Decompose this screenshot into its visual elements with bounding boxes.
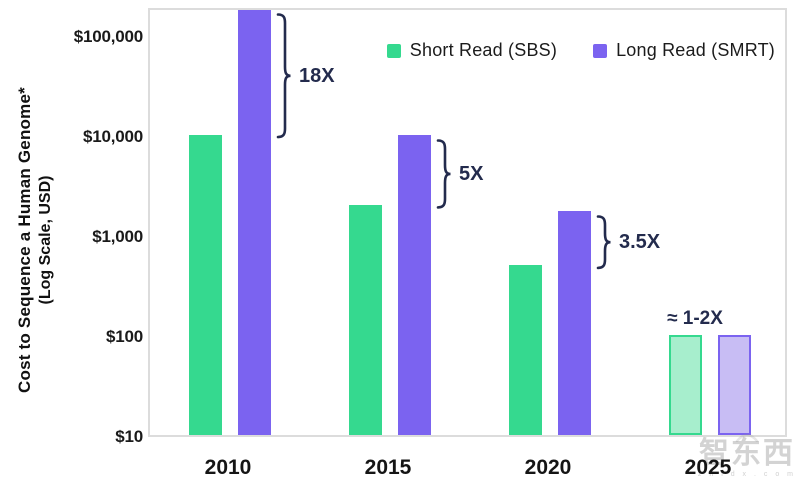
y-tick-label: $10,000 xyxy=(82,127,143,146)
brace-2020 xyxy=(596,214,611,269)
legend-swatch-long-read xyxy=(593,43,608,58)
bar-long-read-2025 xyxy=(718,335,751,435)
y-tick-label: $10 xyxy=(115,427,143,446)
bar-short-read-2020 xyxy=(509,265,542,435)
brace-2010 xyxy=(276,13,291,139)
bar-short-read-2010 xyxy=(189,135,222,435)
bar-long-read-2020 xyxy=(558,210,591,435)
legend-item-short-read: Short Read (SBS) xyxy=(386,40,558,61)
y-tick-label: $1,000 xyxy=(92,227,143,246)
legend-swatch-short-read xyxy=(386,43,401,58)
ratio-label-2015: 5X xyxy=(459,162,484,185)
legend-label: Long Read (SMRT) xyxy=(616,40,775,60)
ratio-label-2025: ≈ 1-2X xyxy=(667,308,723,329)
plot-area: 18X 5X 3.5X ≈ 1-2X Short Read (SBS) Long Read… xyxy=(148,8,787,437)
brace-2015 xyxy=(436,139,451,209)
bar-short-read-2015 xyxy=(349,204,382,435)
x-tick-label: 2010 xyxy=(204,456,252,479)
bar-long-read-2015 xyxy=(398,135,431,435)
legend: Short Read (SBS) Long Read (SMRT) xyxy=(386,40,775,61)
y-tick-label: $100 xyxy=(105,327,143,346)
ratio-label-2020: 3.5X xyxy=(619,230,661,253)
legend-label: Short Read (SBS) xyxy=(409,40,558,60)
x-tick-label: 2025 xyxy=(684,456,732,479)
bar-long-read-2010 xyxy=(238,9,271,435)
bar-short-read-2025 xyxy=(669,335,702,435)
y-tick-label: $100,000 xyxy=(73,27,144,46)
x-tick-label: 2015 xyxy=(364,456,412,479)
x-tick-label: 2020 xyxy=(524,456,572,479)
legend-item-long-read: Long Read (SMRT) xyxy=(593,40,775,61)
ratio-label-2010: 18X xyxy=(299,65,335,88)
